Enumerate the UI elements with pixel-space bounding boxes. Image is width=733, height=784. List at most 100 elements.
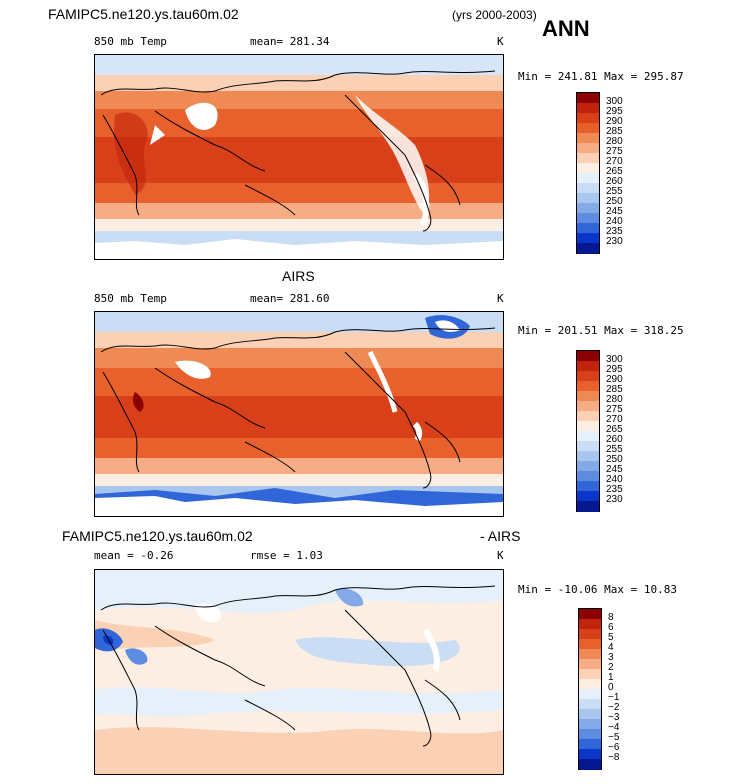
colorbar-level-label: 245 bbox=[606, 206, 623, 217]
colorbar-level-label: 260 bbox=[606, 176, 623, 187]
panel2-title: AIRS bbox=[282, 268, 315, 284]
colorbar-level-label: 260 bbox=[606, 434, 623, 445]
colorbar-swatch bbox=[577, 113, 599, 124]
colorbar-level-label: 275 bbox=[606, 146, 623, 157]
colorbar-level-label: 6 bbox=[608, 622, 614, 633]
colorbar-level-label: −5 bbox=[608, 732, 620, 743]
colorbar-level-label: 285 bbox=[606, 126, 623, 137]
colorbar-level-label: −1 bbox=[608, 692, 620, 703]
colorbar-swatch bbox=[577, 203, 599, 214]
colorbar-swatch bbox=[579, 669, 601, 680]
colorbar-swatch bbox=[577, 491, 599, 502]
panel3-title-right: - AIRS bbox=[480, 528, 521, 544]
colorbar-level-label: 230 bbox=[606, 494, 623, 505]
panel1-minmax: Min = 241.81 Max = 295.87 bbox=[518, 70, 684, 83]
colorbar-level-label: 255 bbox=[606, 444, 623, 455]
colorbar-level-label: 250 bbox=[606, 196, 623, 207]
colorbar-level-label: 295 bbox=[606, 364, 623, 375]
panel1-colorbar-labels: 300 295 290 285 280 275 270 265 260 255 250 245 240 2… bbox=[606, 92, 646, 252]
colorbar-swatch bbox=[577, 461, 599, 472]
colorbar-swatch bbox=[577, 361, 599, 372]
colorbar-level-label: 235 bbox=[606, 226, 623, 237]
colorbar-swatch bbox=[579, 629, 601, 640]
colorbar-level-label: 235 bbox=[606, 484, 623, 495]
colorbar-swatch bbox=[577, 233, 599, 244]
panel1-colorbar bbox=[576, 92, 600, 254]
colorbar-swatch bbox=[577, 381, 599, 392]
colorbar-swatch bbox=[579, 749, 601, 760]
panel3-map bbox=[94, 569, 504, 775]
colorbar-level-label: 5 bbox=[608, 632, 614, 643]
colorbar-swatch bbox=[577, 173, 599, 184]
panel3-title-left: FAMIPC5.ne120.ys.tau60m.02 bbox=[62, 528, 253, 544]
colorbar-swatch bbox=[577, 451, 599, 462]
colorbar-swatch bbox=[577, 441, 599, 452]
colorbar-swatch bbox=[577, 123, 599, 134]
colorbar-swatch bbox=[579, 739, 601, 750]
colorbar-swatch bbox=[577, 183, 599, 194]
colorbar-swatch bbox=[579, 689, 601, 700]
panel3-rmse-label: rmse = 1.03 bbox=[250, 549, 323, 562]
colorbar-level-label: 240 bbox=[606, 474, 623, 485]
colorbar-level-label: 3 bbox=[608, 652, 614, 663]
panel1-map bbox=[94, 54, 504, 260]
colorbar-swatch bbox=[577, 143, 599, 154]
panel1-variable-label: 850 mb Temp bbox=[94, 35, 167, 48]
colorbar-swatch bbox=[577, 163, 599, 174]
colorbar-level-label: 280 bbox=[606, 136, 623, 147]
colorbar-swatch bbox=[579, 619, 601, 630]
colorbar-swatch bbox=[577, 391, 599, 402]
colorbar-level-label: 0 bbox=[608, 682, 614, 693]
panel1-units: K bbox=[497, 35, 504, 48]
colorbar-level-label: 300 bbox=[606, 354, 623, 365]
colorbar-swatch bbox=[579, 659, 601, 670]
colorbar-level-label: 285 bbox=[606, 384, 623, 395]
colorbar-swatch bbox=[577, 193, 599, 204]
panel2-map bbox=[94, 311, 504, 517]
colorbar-swatch bbox=[579, 679, 601, 690]
colorbar-swatch bbox=[579, 759, 601, 770]
panel3-units: K bbox=[497, 549, 504, 562]
colorbar-swatch bbox=[577, 133, 599, 144]
panel2-variable-label: 850 mb Temp bbox=[94, 292, 167, 305]
colorbar-level-label: 250 bbox=[606, 454, 623, 465]
colorbar-level-label: 300 bbox=[606, 96, 623, 107]
colorbar-level-label: 1 bbox=[608, 672, 614, 683]
panel3-colorbar-labels: 8 6 5 4 3 2 1 0 −1 −2 −3 −4 −5 −6 −8 bbox=[608, 608, 648, 768]
colorbar-swatch bbox=[577, 93, 599, 104]
colorbar-swatch bbox=[579, 709, 601, 720]
panel2-units: K bbox=[497, 292, 504, 305]
panel2-colorbar bbox=[576, 350, 600, 512]
colorbar-level-label: 270 bbox=[606, 156, 623, 167]
colorbar-swatch bbox=[577, 243, 599, 254]
colorbar-level-label: 265 bbox=[606, 166, 623, 177]
colorbar-level-label: 8 bbox=[608, 612, 614, 623]
colorbar-level-label: −8 bbox=[608, 752, 620, 763]
colorbar-level-label: −3 bbox=[608, 712, 620, 723]
colorbar-level-label: −6 bbox=[608, 742, 620, 753]
panel2-minmax: Min = 201.51 Max = 318.25 bbox=[518, 324, 684, 337]
colorbar-swatch bbox=[579, 649, 601, 660]
panel3-mean-label: mean = -0.26 bbox=[94, 549, 174, 562]
colorbar-level-label: 245 bbox=[606, 464, 623, 475]
colorbar-level-label: 265 bbox=[606, 424, 623, 435]
model-title: FAMIPC5.ne120.ys.tau60m.02 bbox=[48, 6, 239, 22]
colorbar-swatch bbox=[577, 153, 599, 164]
colorbar-swatch bbox=[577, 401, 599, 412]
colorbar-level-label: 290 bbox=[606, 116, 623, 127]
colorbar-swatch bbox=[579, 729, 601, 740]
colorbar-swatch bbox=[577, 103, 599, 114]
colorbar-swatch bbox=[577, 213, 599, 224]
colorbar-swatch bbox=[577, 501, 599, 512]
years-label: (yrs 2000-2003) bbox=[452, 8, 537, 22]
colorbar-level-label: 240 bbox=[606, 216, 623, 227]
colorbar-level-label: −4 bbox=[608, 722, 620, 733]
colorbar-level-label: 275 bbox=[606, 404, 623, 415]
colorbar-swatch bbox=[579, 609, 601, 620]
colorbar-swatch bbox=[577, 431, 599, 442]
colorbar-swatch bbox=[577, 421, 599, 432]
panel3-minmax: Min = -10.06 Max = 10.83 bbox=[518, 583, 677, 596]
colorbar-level-label: 230 bbox=[606, 236, 623, 247]
colorbar-level-label: 270 bbox=[606, 414, 623, 425]
colorbar-swatch bbox=[577, 471, 599, 482]
